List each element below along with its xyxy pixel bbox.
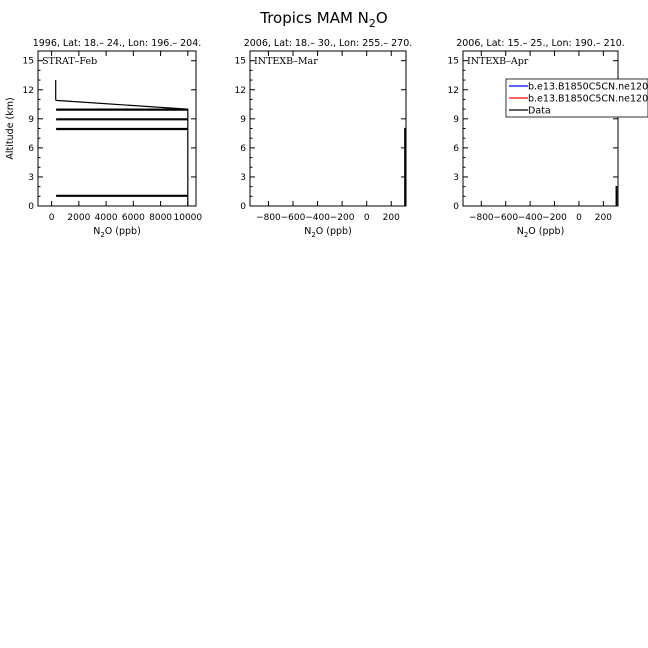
- data-line-1: [55, 80, 189, 206]
- x-axis-label-part: O (ppb): [316, 226, 352, 237]
- x-tick-label: 200: [595, 213, 612, 223]
- panel-label: STRAT–Feb: [42, 56, 97, 67]
- y-tick-label: 6: [28, 144, 34, 154]
- x-tick-label: −800: [469, 213, 494, 223]
- x-tick-label: 6000: [122, 213, 145, 223]
- y-tick-label: 12: [235, 86, 246, 96]
- panel-label: INTEXB–Mar: [254, 56, 318, 67]
- x-axis-label: N2O (ppb): [304, 226, 352, 239]
- x-tick-label: −400: [305, 213, 330, 223]
- panel-title: 2006, Lat: 18.– 30., Lon: 255.– 270.: [244, 38, 413, 49]
- x-axis-label: N2O (ppb): [517, 226, 565, 239]
- x-axis-label-part: N: [517, 226, 524, 237]
- y-tick-label: 3: [453, 173, 459, 183]
- x-tick-label: 0: [364, 213, 370, 223]
- panel-3: −800 −600 −400 −200 0 200 0 3 6 9 12 15 2006, Lat: 1…: [448, 38, 648, 239]
- panel-title: 1996, Lat: 18.– 24., Lon: 196.– 204.: [33, 38, 202, 49]
- x-tick-label: 8000: [149, 213, 172, 223]
- panel-1: 0 2000 4000 6000 8000 10000 0 3 6 9 12 15 1996, Lat:…: [5, 38, 202, 239]
- y-tick-label: 9: [28, 115, 34, 125]
- y-tick-label: 6: [453, 144, 459, 154]
- x-axis-label-part: O (ppb): [528, 226, 564, 237]
- legend-entry: b.e13.B1850C5CN.ne120: [528, 94, 648, 105]
- x-axis-label-part: O (ppb): [105, 226, 141, 237]
- y-tick-label: 3: [28, 173, 34, 183]
- figure-title: Tropics MAM N2O: [259, 9, 387, 30]
- x-tick-label: 10000: [174, 213, 203, 223]
- y-axis-label: Altitude (km): [5, 97, 16, 159]
- y-tick-label: 12: [23, 86, 34, 96]
- x-tick-label: 200: [383, 213, 400, 223]
- x-tick-label: −800: [256, 213, 281, 223]
- y-tick-label: 0: [453, 202, 459, 212]
- y-tick-label: 15: [235, 57, 246, 67]
- y-tick-label: 0: [28, 202, 34, 212]
- panel-title: 2006, Lat: 15.– 25., Lon: 190.– 210.: [456, 38, 625, 49]
- y-tick-label: 3: [240, 173, 246, 183]
- legend: b.e13.B1850C5CN.ne120b.e13.B1850C5CN.ne1…: [505, 78, 648, 118]
- y-tick-label: 9: [240, 115, 246, 125]
- x-tick-label: 2000: [67, 213, 90, 223]
- legend-box: [505, 78, 648, 118]
- x-axis-label-sub: 2: [524, 231, 528, 239]
- x-tick-label: −400: [518, 213, 543, 223]
- x-axis-label-sub: 2: [100, 231, 104, 239]
- data-layer: [615, 186, 618, 206]
- y-tick-label: 15: [448, 57, 459, 67]
- legend-entry: b.e13.B1850C5CN.ne120: [528, 82, 648, 93]
- data-line-1: [615, 186, 618, 206]
- x-tick-label: 4000: [95, 213, 118, 223]
- x-axis-label: N2O (ppb): [93, 226, 141, 239]
- x-axis-label-part: N: [304, 226, 311, 237]
- panel-label: INTEXB–Apr: [467, 56, 529, 67]
- x-tick-label: −600: [493, 213, 518, 223]
- y-tick-label: 15: [23, 57, 34, 67]
- plot-frame: [462, 50, 619, 207]
- y-tick-label: 12: [448, 86, 459, 96]
- x-tick-label: 0: [576, 213, 582, 223]
- x-axis-label-sub: 2: [311, 231, 315, 239]
- y-tick-label: 9: [453, 115, 459, 125]
- plot-frame: [249, 50, 407, 207]
- legend-entry: Data: [528, 106, 551, 117]
- x-tick-label: 0: [49, 213, 55, 223]
- data-layer: [55, 80, 189, 206]
- x-axis-label-part: N: [93, 226, 100, 237]
- y-tick-label: 6: [240, 144, 246, 154]
- y-tick-label: 0: [240, 202, 246, 212]
- panel-2: −800 −600 −400 −200 0 200 0 3 6 9 12 15 2006, Lat: 1…: [235, 38, 413, 239]
- x-tick-label: −200: [542, 213, 567, 223]
- x-tick-label: −200: [330, 213, 355, 223]
- x-tick-label: −600: [281, 213, 306, 223]
